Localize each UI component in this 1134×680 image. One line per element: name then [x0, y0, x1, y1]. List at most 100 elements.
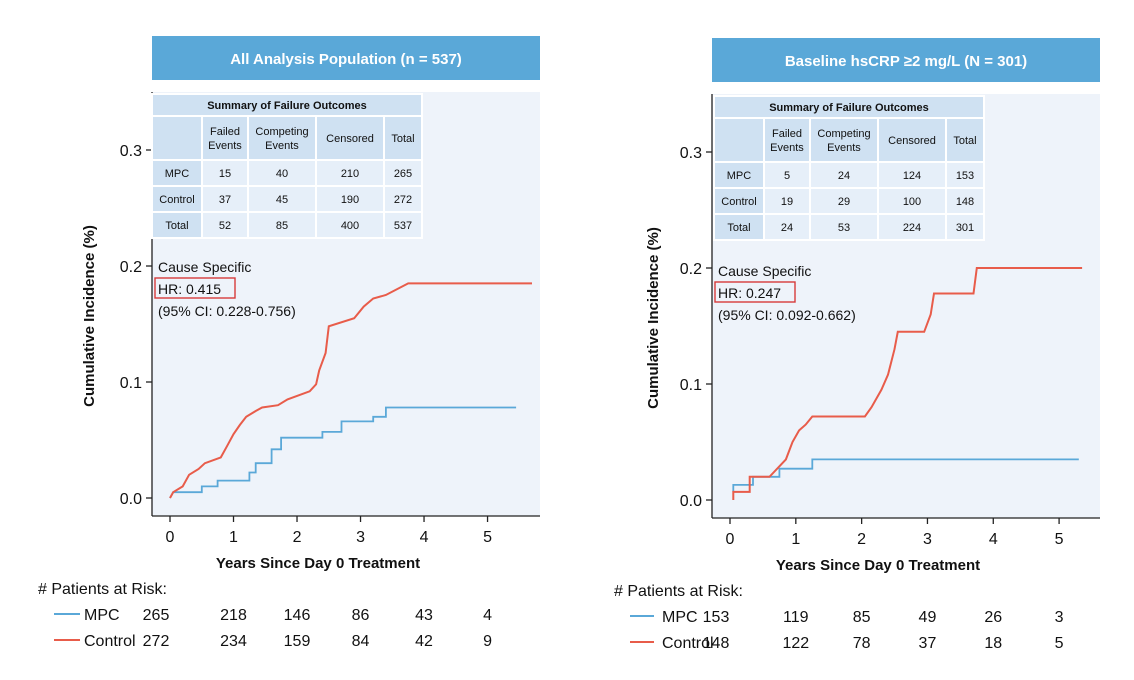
summary-table-header-cell: [809, 117, 879, 163]
summary-table-value: 124: [903, 170, 921, 182]
x-tick-label: 1: [229, 529, 238, 546]
x-tick-label: 1: [791, 531, 800, 548]
annotation-hr: HR: 0.415: [158, 281, 221, 297]
risk-value: 26: [984, 609, 1002, 626]
risk-value: 234: [220, 633, 247, 650]
y-tick-label: 0.3: [680, 145, 702, 162]
risk-value: 159: [284, 633, 311, 650]
x-tick-label: 3: [923, 531, 932, 548]
summary-table-value: 24: [838, 170, 850, 182]
summary-table-value: 210: [341, 168, 359, 180]
y-tick-label: 0.2: [120, 259, 142, 276]
series-line-control: [169, 282, 532, 499]
summary-table-cell: [877, 213, 947, 241]
risk-value: 43: [415, 607, 433, 624]
chart-title-banner: [712, 38, 1100, 82]
y-axis-label: Cumulative Incidence (%): [645, 227, 662, 409]
y-tick-label: 0.1: [120, 375, 142, 392]
summary-table-value: MPC: [165, 168, 190, 180]
risk-value: 86: [352, 607, 370, 624]
summary-table-cell: [151, 211, 203, 239]
y-axis-label: Cumulative Incidence (%): [81, 225, 98, 407]
summary-table-value: 301: [956, 222, 974, 234]
summary-table-cell: [201, 159, 249, 187]
summary-table-value: 45: [276, 194, 288, 206]
summary-table-header: Events: [208, 140, 242, 152]
annotation-method: Cause Specific: [718, 263, 811, 279]
hr-highlight-box: [154, 277, 236, 299]
risk-value: 265: [143, 607, 170, 624]
chart-panel-0: All Analysis Population (n = 537) 0.0 0.1 0…: [38, 36, 540, 650]
summary-table-value: 40: [276, 168, 288, 180]
risk-row-name: Control: [662, 635, 714, 652]
y-tick-label: 0.0: [680, 493, 702, 510]
risk-value: 84: [352, 633, 370, 650]
summary-table-cell: [201, 211, 249, 239]
x-tick-label: 0: [166, 529, 175, 546]
summary-table-value: 53: [838, 222, 850, 234]
risk-value: 272: [143, 633, 170, 650]
summary-table-cell: [383, 159, 423, 187]
summary-table-header: Competing: [255, 126, 308, 138]
summary-table-header-cell: [247, 115, 317, 161]
summary-table-cell: [383, 211, 423, 239]
x-tick-label: 2: [857, 531, 866, 548]
summary-table-header: Total: [953, 135, 976, 147]
summary-table-header: Censored: [326, 133, 374, 145]
risk-value: 122: [782, 635, 809, 652]
summary-table-value: 190: [341, 194, 359, 206]
series-line-control: [732, 267, 1083, 500]
series-line-mpc: [732, 458, 1079, 492]
y-tick-label: 0.3: [120, 143, 142, 160]
summary-table-value: 224: [903, 222, 921, 234]
summary-table-value: 537: [394, 220, 412, 232]
summary-table-title: Summary of Failure Outcomes: [769, 102, 929, 114]
risk-value: 49: [919, 609, 937, 626]
risk-value: 153: [703, 609, 730, 626]
risk-value: 4: [483, 607, 492, 624]
summary-table-cell: [315, 185, 385, 213]
summary-table-value: Control: [159, 194, 194, 206]
summary-table-cell: [247, 211, 317, 239]
summary-table-cell: [247, 159, 317, 187]
risk-value: 146: [284, 607, 311, 624]
summary-table-value: 5: [784, 170, 790, 182]
y-tick-label: 0.0: [120, 491, 142, 508]
summary-table-header: Events: [827, 142, 861, 154]
summary-table-cell: [763, 213, 811, 241]
risk-row-name: Control: [84, 633, 136, 650]
summary-table-value: 15: [219, 168, 231, 180]
summary-table-cell: [383, 185, 423, 213]
summary-table-cell: [809, 187, 879, 215]
summary-table-value: 400: [341, 220, 359, 232]
summary-table-value: 100: [903, 196, 921, 208]
summary-table-header: Total: [391, 133, 414, 145]
risk-row-name: MPC: [84, 607, 120, 624]
summary-table-value: MPC: [727, 170, 752, 182]
summary-table-value: 85: [276, 220, 288, 232]
summary-table-value: Total: [165, 220, 188, 232]
summary-table-cell: [151, 159, 203, 187]
summary-table-value: 29: [838, 196, 850, 208]
summary-table-header-cell: [763, 117, 811, 163]
summary-table-value: 37: [219, 194, 231, 206]
risk-value: 85: [853, 609, 871, 626]
summary-table-header: Failed: [772, 128, 802, 140]
risk-value: 3: [1055, 609, 1064, 626]
summary-table-value: 24: [781, 222, 793, 234]
summary-table-cell: [315, 211, 385, 239]
summary-table-value: 19: [781, 196, 793, 208]
risk-value: 218: [220, 607, 247, 624]
risk-value: 5: [1055, 635, 1064, 652]
summary-table-value: Total: [727, 222, 750, 234]
summary-table-value: 153: [956, 170, 974, 182]
summary-table-header: Censored: [888, 135, 936, 147]
x-tick-label: 0: [726, 531, 735, 548]
risk-value: 18: [984, 635, 1002, 652]
risk-table-title: # Patients at Risk:: [614, 583, 743, 600]
risk-value: 37: [919, 635, 937, 652]
x-axis-label: Years Since Day 0 Treatment: [776, 557, 980, 574]
y-tick-label: 0.1: [680, 377, 702, 394]
x-tick-label: 4: [420, 529, 429, 546]
summary-table-header-cell: [713, 117, 765, 163]
